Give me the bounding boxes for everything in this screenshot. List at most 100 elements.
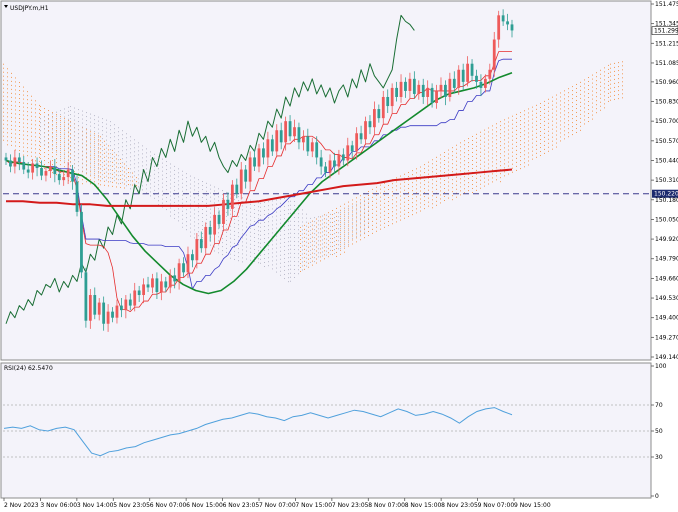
current-price-box (651, 26, 678, 35)
candle (102, 296, 106, 331)
candle (350, 140, 354, 159)
price-tick-label: 149.270 (655, 334, 678, 341)
price-tick-label: 149.530 (655, 295, 678, 302)
candle (386, 89, 390, 113)
candle (315, 136, 319, 165)
candle (297, 122, 301, 150)
candle (248, 151, 252, 190)
candle (497, 10, 501, 48)
candle (257, 143, 261, 173)
candle (97, 298, 101, 321)
candle (412, 71, 416, 99)
tenkan-sen-line[interactable] (5, 58, 512, 290)
rsi-tick-label: 100 (655, 363, 667, 370)
candle (279, 122, 283, 150)
candle (66, 161, 70, 185)
candle (355, 127, 359, 160)
candle (435, 84, 438, 109)
candle (168, 269, 172, 294)
candle (506, 13, 509, 31)
candle (359, 125, 363, 144)
candle (4, 152, 8, 166)
candle (84, 267, 88, 328)
x-tick-label: 8 Nov 07:00 (368, 502, 405, 509)
x-tick-label: 2 Nov 2023 (4, 502, 39, 509)
candle (182, 257, 185, 277)
candle (408, 72, 412, 100)
x-tick-label: 9 Nov 07:00 (478, 502, 515, 509)
x-tick-label: 6 Nov 15:00 (186, 502, 223, 509)
candle (199, 231, 203, 253)
candle (88, 288, 92, 329)
price-tick-label: 151.215 (655, 40, 678, 47)
candle (75, 175, 79, 217)
current-price-label: 151.299 (654, 28, 678, 35)
rsi-tick-label: 70 (655, 402, 663, 409)
price-tick-label: 149.790 (655, 256, 678, 263)
x-tick-label: 9 Nov 15:00 (514, 502, 551, 509)
moving-average-green-line[interactable] (5, 72, 513, 295)
price-tick-label: 149.920 (655, 236, 678, 243)
x-tick-label: 6 Nov 07:00 (150, 502, 187, 509)
candle (346, 137, 350, 167)
candle (62, 171, 66, 186)
chevron-down-icon[interactable] (4, 5, 8, 8)
chart-title: USDJPY.m,H1 (4, 5, 49, 12)
candle (426, 80, 430, 106)
price-tick-label: 150.310 (655, 177, 678, 184)
candle (57, 169, 61, 185)
candle (333, 152, 336, 174)
rsi-tick-label: 50 (655, 428, 663, 435)
candle (195, 233, 199, 269)
moving-average-red-line[interactable] (6, 168, 513, 207)
candle (293, 119, 296, 143)
candle (40, 160, 43, 181)
price-tick-label: 151.345 (655, 21, 678, 28)
candle (235, 178, 239, 199)
candle (457, 65, 461, 95)
price-tick-label: 150.440 (655, 157, 678, 164)
price-tick-label: 151.085 (655, 60, 678, 67)
candle (319, 149, 323, 175)
candle (120, 298, 123, 318)
price-tick-label: 150.570 (655, 138, 678, 145)
candle (377, 104, 381, 123)
candle (439, 77, 443, 98)
price-tick-label: 149.660 (655, 275, 678, 282)
rsi-line[interactable] (3, 407, 513, 457)
kumo-cloud-gray (40, 106, 369, 283)
price-tick-label: 150.180 (655, 197, 678, 204)
candle (213, 207, 217, 243)
candle (395, 81, 398, 102)
candle (217, 210, 221, 229)
candle (399, 74, 403, 103)
price-tick-label: 150.830 (655, 99, 678, 106)
candle (475, 69, 478, 89)
price-tick-label: 150.050 (655, 216, 678, 223)
x-tick-label: 7 Nov 07:00 (259, 502, 296, 509)
candle (208, 220, 212, 242)
candle (106, 304, 110, 332)
candle (275, 124, 279, 158)
candle (48, 160, 52, 179)
candle (470, 59, 474, 82)
candle (430, 83, 434, 108)
candle (488, 63, 492, 85)
price-tick-label: 150.960 (655, 79, 678, 86)
x-tick-label: 7 Nov 15:00 (295, 502, 332, 509)
candle (510, 19, 514, 38)
candle (444, 80, 447, 106)
chikou-span-line[interactable] (5, 14, 415, 324)
candle (390, 83, 394, 115)
candle (337, 149, 341, 175)
candle (253, 149, 256, 172)
hline-price-box (652, 189, 678, 198)
candle (186, 246, 190, 279)
x-tick-label: 3 Nov 14:00 (77, 502, 114, 509)
candle (13, 149, 17, 174)
candle (341, 148, 345, 166)
main-panel (0, 0, 652, 361)
x-tick-label: 3 Nov 06:00 (40, 502, 77, 509)
candle (155, 272, 159, 299)
candle (17, 152, 21, 171)
